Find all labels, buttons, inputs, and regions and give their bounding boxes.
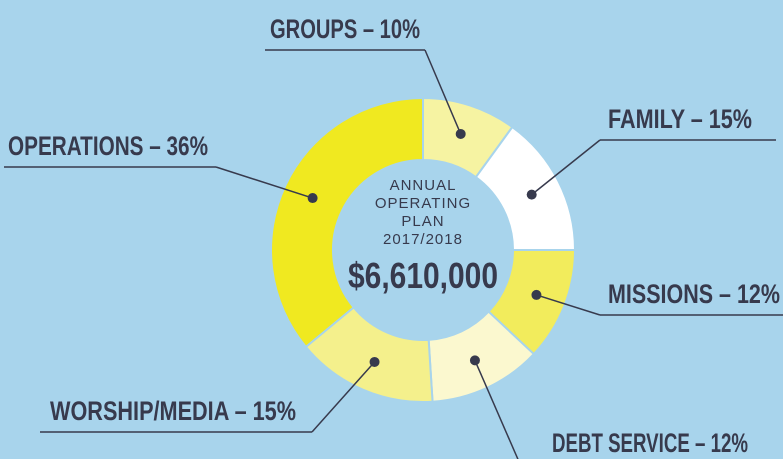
center-amount: $6,610,000: [348, 255, 498, 296]
segment-label: FAMILY – 15%: [608, 104, 752, 134]
segment-label: GROUPS – 10%: [270, 14, 420, 44]
leader-line: [531, 139, 601, 196]
center-text: ANNUAL: [390, 177, 457, 194]
leader-dot: [369, 356, 380, 367]
center-text: 2017/2018: [383, 231, 463, 248]
center-text: PLAN: [401, 213, 444, 230]
donut-segment: [270, 96, 424, 349]
leader-dot: [531, 289, 542, 300]
leader-line: [215, 166, 313, 199]
leader-dot: [307, 193, 318, 204]
segment-label: WORSHIP/MEDIA – 15%: [50, 396, 296, 426]
leader-line: [311, 361, 376, 433]
leader-dot: [455, 128, 466, 139]
segment-label: OPERATIONS – 36%: [8, 131, 208, 161]
center-text: OPERATING: [375, 195, 471, 212]
leader-line: [474, 360, 519, 459]
leader-dot: [469, 355, 480, 366]
leader-dot: [526, 189, 537, 200]
segment-label: MISSIONS – 12%: [608, 279, 780, 309]
leader-line: [536, 294, 601, 316]
segment-label: DEBT SERVICE – 12%: [552, 428, 748, 458]
leader-line: [424, 49, 462, 135]
